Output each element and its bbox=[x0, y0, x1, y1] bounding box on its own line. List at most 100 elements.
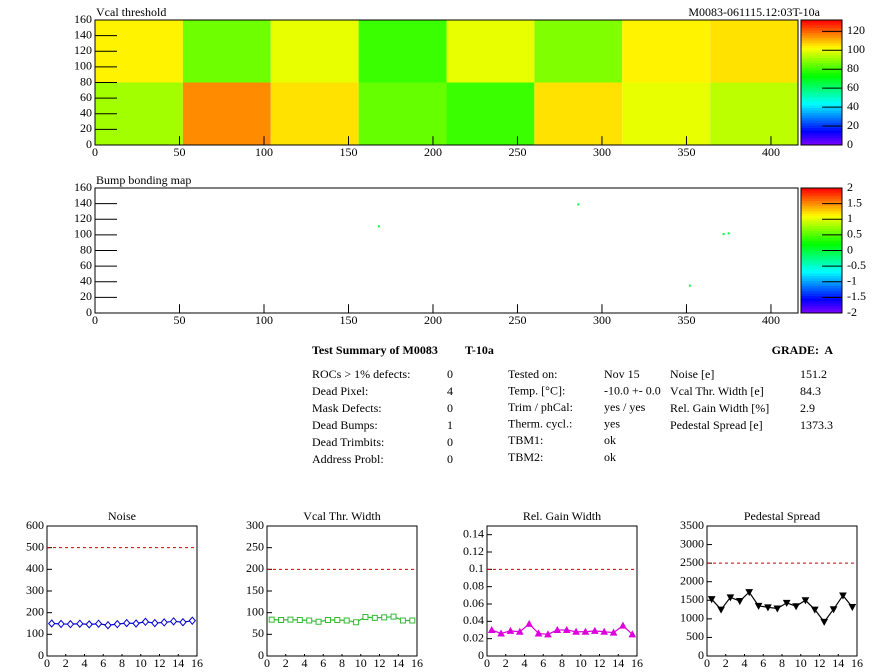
data-point bbox=[76, 619, 84, 628]
color-bar-step bbox=[801, 87, 842, 91]
color-bar-step bbox=[801, 80, 842, 83]
x-tick-label: 10 bbox=[795, 656, 807, 670]
data-point bbox=[334, 617, 341, 624]
x-tick-label: 14 bbox=[612, 656, 624, 670]
data-point bbox=[764, 604, 772, 612]
color-bar-step bbox=[801, 205, 842, 209]
y-tick-label: 500 bbox=[686, 629, 704, 643]
color-bar-step bbox=[801, 223, 842, 226]
y-tick-label: 0 bbox=[698, 648, 704, 662]
data-point bbox=[151, 618, 159, 628]
color-bar-step bbox=[801, 67, 842, 71]
x-tick-label: 8 bbox=[119, 656, 125, 670]
y-tick-label: 300 bbox=[26, 583, 44, 597]
x-tick-label: 0 bbox=[92, 145, 98, 159]
summary-label: Temp. [°C]: bbox=[508, 383, 565, 397]
data-point bbox=[773, 605, 782, 613]
y-tick-label: 0 bbox=[478, 648, 484, 662]
summary-value: 2.9 bbox=[800, 401, 815, 415]
color-bar-step bbox=[801, 30, 842, 33]
summary-label: ROCs > 1% defects: bbox=[312, 367, 410, 381]
color-bar-step bbox=[801, 305, 842, 309]
y-tick-label: 3000 bbox=[680, 536, 704, 550]
summary-tag: T-10a bbox=[465, 343, 494, 357]
roc-cell bbox=[622, 82, 711, 145]
color-bar-step bbox=[801, 210, 842, 214]
color-bar-step bbox=[801, 273, 842, 276]
x-tick-label: 400 bbox=[762, 313, 780, 327]
x-tick-label: 16 bbox=[851, 656, 863, 670]
color-bar-step bbox=[801, 65, 842, 68]
y-tick-label: 100 bbox=[246, 604, 264, 618]
color-bar-step bbox=[801, 308, 842, 311]
color-bar-step bbox=[801, 260, 842, 264]
x-tick-label: 2 bbox=[723, 656, 729, 670]
x-tick-label: 100 bbox=[255, 313, 273, 327]
y-tick-label: 40 bbox=[80, 106, 92, 120]
x-tick-label: 250 bbox=[508, 145, 526, 159]
summary-value: 0 bbox=[447, 452, 453, 466]
color-bar-step bbox=[801, 105, 842, 108]
color-bar-step bbox=[801, 263, 842, 266]
x-tick-label: 150 bbox=[339, 145, 357, 159]
color-bar-step bbox=[801, 120, 842, 123]
y-tick-label: 0.02 bbox=[463, 630, 484, 644]
summary-value: ok bbox=[604, 450, 616, 464]
data-point bbox=[792, 603, 800, 611]
color-bar-step bbox=[801, 253, 842, 256]
roc-cell bbox=[358, 20, 447, 83]
y-tick-label: 0 bbox=[38, 648, 44, 662]
y-tick-label: 40 bbox=[80, 274, 92, 288]
x-tick-label: 12 bbox=[374, 656, 386, 670]
roc-cell bbox=[534, 82, 623, 145]
x-tick-label: 300 bbox=[593, 313, 611, 327]
summary-value: 84.3 bbox=[800, 384, 821, 398]
color-bar-step bbox=[801, 238, 842, 241]
summary-label: Dead Bumps: bbox=[312, 418, 378, 432]
color-bar-step bbox=[801, 250, 842, 254]
color-bar-step bbox=[801, 32, 842, 36]
x-tick-label: 16 bbox=[191, 656, 203, 670]
color-bar-label: 120 bbox=[847, 23, 865, 37]
x-tick-label: 250 bbox=[508, 313, 526, 327]
y-tick-label: 3500 bbox=[680, 518, 704, 532]
y-tick-label: 0.1 bbox=[469, 561, 484, 575]
data-point bbox=[123, 618, 131, 628]
data-point bbox=[343, 617, 350, 624]
x-tick-label: 0 bbox=[484, 656, 490, 670]
data-point bbox=[409, 617, 416, 624]
y-tick-label: 120 bbox=[74, 43, 92, 57]
data-point bbox=[315, 618, 322, 625]
x-tick-label: 2 bbox=[503, 656, 509, 670]
color-bar-step bbox=[801, 255, 842, 259]
data-point bbox=[169, 617, 178, 626]
y-tick-label: 2000 bbox=[680, 573, 704, 587]
data-point bbox=[353, 619, 360, 626]
x-tick-label: 4 bbox=[302, 656, 308, 670]
color-bar-step bbox=[801, 188, 842, 191]
color-bar-step bbox=[801, 90, 842, 93]
bump-point bbox=[727, 232, 730, 235]
y-tick-label: 140 bbox=[74, 195, 92, 209]
roc-cell bbox=[270, 20, 359, 83]
data-point bbox=[609, 628, 618, 636]
data-point bbox=[810, 606, 819, 614]
data-point bbox=[179, 617, 187, 627]
color-bar-step bbox=[801, 132, 842, 136]
color-bar-step bbox=[801, 298, 842, 301]
color-bar-step bbox=[801, 288, 842, 291]
plot-frame bbox=[94, 187, 799, 314]
color-bar-step bbox=[801, 55, 842, 58]
y-tick-label: 0.04 bbox=[463, 613, 484, 627]
bump-point bbox=[722, 233, 725, 236]
y-tick-label: 50 bbox=[252, 626, 264, 640]
y-tick-label: 200 bbox=[26, 604, 44, 618]
y-tick-label: 1500 bbox=[680, 592, 704, 606]
color-bar-step bbox=[801, 295, 842, 299]
color-bar-step bbox=[801, 62, 842, 66]
y-tick-label: 100 bbox=[74, 227, 92, 241]
data-point bbox=[287, 616, 294, 623]
x-tick-label: 6 bbox=[760, 656, 766, 670]
data-point bbox=[132, 619, 140, 628]
color-bar-step bbox=[801, 25, 842, 28]
